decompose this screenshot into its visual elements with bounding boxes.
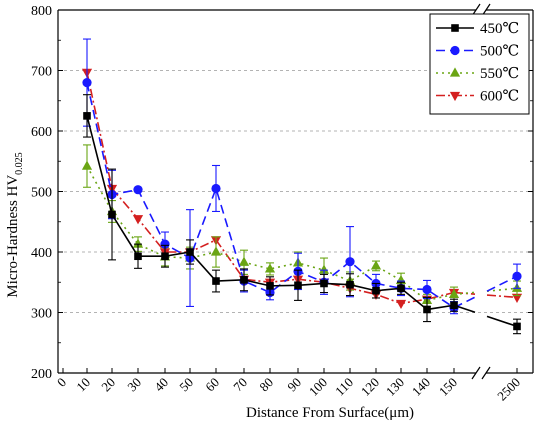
- y-tick-label: 700: [31, 65, 52, 80]
- y-axis-ticks: 200 300 400 500 600 700 800: [31, 4, 533, 382]
- data-point: [186, 248, 194, 256]
- y-tick-label: 400: [31, 246, 52, 261]
- data-point: [83, 112, 91, 120]
- data-point: [423, 305, 431, 314]
- legend-label: 500℃: [480, 44, 519, 60]
- x-tick-label: 10: [73, 375, 93, 395]
- y-axis-label-main: Micro-Hardness HV: [5, 175, 21, 298]
- data-point: [212, 277, 220, 285]
- data-point: [133, 185, 143, 195]
- data-point: [346, 280, 354, 289]
- series-line: [86, 82, 455, 309]
- data-point: [318, 264, 330, 274]
- data-point: [372, 286, 380, 295]
- legend: 450℃ 500℃ 550℃ 600℃: [429, 13, 530, 115]
- y-tick-label: 500: [31, 186, 52, 201]
- series-line-break: [486, 275, 518, 292]
- x-tick-label: 60: [202, 375, 222, 395]
- data-point: [397, 284, 405, 293]
- data-point: [238, 256, 250, 266]
- y-tick-label: 800: [31, 4, 52, 19]
- data-point: [320, 279, 328, 288]
- legend-marker: [449, 91, 461, 102]
- data-point: [345, 257, 355, 267]
- y-tick-label: 300: [31, 307, 52, 322]
- legend-label: 600℃: [480, 89, 519, 105]
- x-tick-label: 0: [54, 375, 69, 390]
- x-tick-label: 30: [124, 375, 144, 395]
- x-tick-label: 40: [151, 375, 171, 395]
- data-point: [81, 160, 93, 170]
- legend-label: 450℃: [480, 21, 519, 37]
- x-tick-label: 70: [230, 375, 250, 395]
- data-point: [294, 281, 302, 290]
- data-point: [160, 239, 170, 249]
- series-line-break: [453, 291, 476, 295]
- data-point: [132, 215, 144, 225]
- x-tick-label: 50: [176, 375, 196, 395]
- series-line: [86, 165, 455, 302]
- x-tick-label: 140: [409, 375, 433, 399]
- data-point: [512, 271, 522, 281]
- legend-label: 550℃: [480, 66, 519, 82]
- x-tick-label: 20: [98, 375, 118, 395]
- series-line-break: [486, 315, 518, 328]
- data-point: [210, 246, 222, 256]
- x-axis-label: Distance From Surface(μm): [246, 405, 414, 421]
- data-point: [134, 252, 142, 261]
- series-line-break: [486, 294, 518, 299]
- data-point: [211, 183, 221, 194]
- y-tick-label: 600: [31, 125, 52, 140]
- x-tick-label: 150: [436, 375, 460, 399]
- data-point: [264, 263, 276, 273]
- y-axis-label-subscript: 0.025: [14, 152, 25, 175]
- legend-marker: [449, 67, 461, 77]
- series-layer: [81, 38, 523, 335]
- series-0: [83, 94, 521, 335]
- x-tick-label: 90: [284, 375, 304, 395]
- x-tick-label: 120: [358, 375, 382, 399]
- series-line-break: [486, 287, 518, 292]
- data-point: [422, 284, 432, 295]
- data-point: [132, 238, 144, 248]
- data-point: [395, 299, 407, 310]
- y-tick-label: 200: [31, 367, 52, 382]
- data-point: [266, 282, 274, 290]
- x-tick-label: 100: [306, 375, 330, 399]
- data-point: [513, 322, 521, 331]
- x-tick-label: 80: [256, 375, 276, 395]
- data-point: [240, 276, 248, 284]
- data-point: [82, 78, 92, 88]
- legend-marker: [451, 24, 459, 32]
- x-tick-label: 130: [383, 375, 407, 399]
- axis-break-mark: [471, 366, 481, 380]
- data-point: [161, 252, 169, 261]
- x-tick-label: 110: [332, 375, 356, 399]
- legend-box: [429, 13, 530, 115]
- data-point: [448, 288, 460, 298]
- x-tick-label: 2500: [494, 375, 523, 404]
- data-point: [450, 301, 458, 310]
- data-point: [370, 260, 382, 270]
- legend-marker: [450, 45, 460, 56]
- y-axis-label: Micro-Hardness HV0.025: [5, 152, 25, 297]
- data-point: [108, 210, 116, 219]
- series-2: [81, 144, 523, 308]
- y-axis-label-group: Micro-Hardness HV0.025: [5, 152, 25, 297]
- axis-break-mark: [481, 366, 491, 380]
